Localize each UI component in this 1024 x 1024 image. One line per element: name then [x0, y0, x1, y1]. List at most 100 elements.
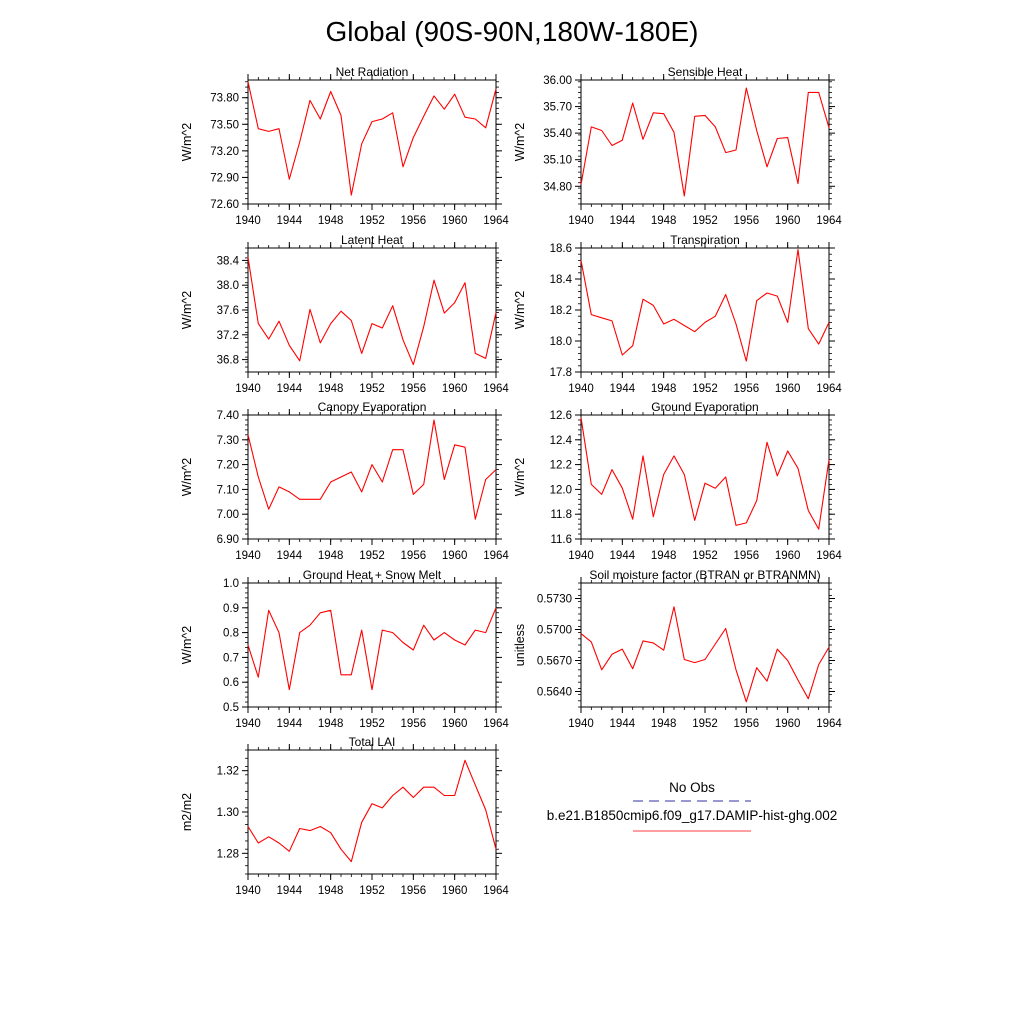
- page-title: Global (90S-90N,180W-180E): [325, 16, 698, 47]
- x-tick-label: 1944: [277, 718, 303, 730]
- y-tick-label: 72.60: [210, 199, 239, 211]
- y-tick-label: 12.2: [550, 460, 572, 472]
- panel-8: Total LAI 1.28 1.30 1.32 1940 1944 1948 1952 195…: [180, 735, 509, 897]
- x-tick-label: 1960: [775, 550, 801, 562]
- panel-title: Sensible Heat: [668, 65, 743, 79]
- y-tick-label: 0.5: [223, 702, 239, 714]
- y-tick-label: 12.0: [550, 484, 572, 496]
- x-tick-label: 1952: [692, 718, 718, 730]
- x-tick-label: 1948: [651, 215, 677, 227]
- x-tick-label: 1960: [442, 383, 468, 395]
- y-tick-label: 18.6: [550, 243, 572, 255]
- panel-2: Latent Heat 36.8 37.2 37.6 38.0 38.4 1940 1944 1…: [180, 233, 509, 395]
- y-axis-label: m2/m2: [180, 793, 194, 831]
- y-axis-label: W/m^2: [180, 291, 194, 330]
- x-tick-label: 1948: [318, 550, 344, 562]
- series-line-0: [580, 249, 830, 362]
- series-line-0: [580, 417, 830, 530]
- y-axis-label: unitless: [513, 624, 527, 666]
- y-tick-label: 7.40: [217, 410, 239, 422]
- y-tick-label: 36.8: [217, 355, 239, 367]
- legend: No Obs b.e21.B1850cmip6.f09_g17.DAMIP-hi…: [547, 780, 837, 832]
- legend-label-obs: No Obs: [669, 780, 715, 795]
- y-tick-label: 73.50: [210, 119, 239, 131]
- x-tick-label: 1956: [734, 718, 760, 730]
- x-tick-label: 1964: [816, 383, 842, 395]
- x-tick-label: 1944: [610, 550, 636, 562]
- series-line-0: [247, 257, 497, 366]
- y-tick-label: 35.70: [543, 102, 572, 114]
- x-tick-label: 1952: [692, 383, 718, 395]
- series-line-0: [580, 87, 830, 197]
- panel-title: Total LAI: [349, 735, 396, 749]
- x-tick-label: 1940: [568, 215, 594, 227]
- x-tick-label: 1960: [442, 885, 468, 897]
- x-tick-label: 1956: [401, 550, 427, 562]
- y-tick-label: 1.0: [223, 578, 239, 590]
- x-tick-label: 1956: [401, 718, 427, 730]
- plot-frame: [580, 414, 830, 540]
- x-tick-label: 1940: [568, 383, 594, 395]
- x-tick-label: 1952: [359, 215, 385, 227]
- panel-7: Soil moisture factor (BTRAN or BTRANMN) 0…: [513, 568, 842, 730]
- x-tick-label: 1948: [318, 383, 344, 395]
- x-tick-label: 1960: [442, 215, 468, 227]
- y-axis-label: W/m^2: [513, 291, 527, 330]
- panel-title: Transpiration: [670, 233, 740, 247]
- panel-title: Ground Evaporation: [651, 400, 758, 414]
- x-tick-label: 1964: [816, 215, 842, 227]
- panel-title: Soil moisture factor (BTRAN or BTRANMN): [589, 568, 820, 582]
- x-tick-label: 1944: [277, 215, 303, 227]
- y-tick-label: 0.5730: [537, 594, 572, 606]
- series-line-0: [247, 419, 497, 520]
- x-tick-label: 1948: [651, 718, 677, 730]
- x-tick-label: 1948: [318, 215, 344, 227]
- x-tick-label: 1952: [359, 718, 385, 730]
- y-tick-label: 7.30: [217, 435, 239, 447]
- x-tick-label: 1952: [359, 550, 385, 562]
- y-tick-label: 35.40: [543, 128, 572, 140]
- x-tick-label: 1944: [277, 383, 303, 395]
- y-tick-label: 38.4: [217, 255, 240, 267]
- x-tick-label: 1944: [277, 550, 303, 562]
- x-tick-label: 1944: [610, 383, 636, 395]
- y-tick-label: 12.6: [550, 410, 572, 422]
- x-tick-label: 1964: [483, 215, 509, 227]
- plot-frame: [247, 247, 497, 373]
- x-tick-label: 1960: [775, 215, 801, 227]
- panel-0: Net Radiation 72.60 72.90 73.20 73.50 73.80 19…: [180, 65, 509, 227]
- panel-1: Sensible Heat 34.80 35.10 35.40 35.70 36.00 19…: [513, 65, 842, 227]
- x-tick-label: 1944: [610, 215, 636, 227]
- y-tick-label: 1.30: [217, 807, 239, 819]
- y-axis-label: W/m^2: [180, 458, 194, 497]
- x-tick-label: 1964: [816, 718, 842, 730]
- x-tick-label: 1952: [692, 215, 718, 227]
- y-tick-label: 7.10: [217, 484, 239, 496]
- y-tick-label: 0.8: [223, 628, 239, 640]
- x-tick-label: 1940: [235, 718, 261, 730]
- legend-label-model: b.e21.B1850cmip6.f09_g17.DAMIP-hist-ghg.…: [547, 808, 837, 823]
- x-tick-label: 1952: [359, 885, 385, 897]
- x-tick-label: 1964: [483, 550, 509, 562]
- y-axis-label: W/m^2: [180, 123, 194, 162]
- plot-frame: [580, 582, 830, 708]
- x-tick-label: 1940: [235, 383, 261, 395]
- y-tick-label: 6.90: [217, 534, 239, 546]
- x-tick-label: 1960: [775, 383, 801, 395]
- panel-4: Canopy Evaporation 6.90 7.00 7.10 7.20 7.30 7.…: [180, 400, 509, 562]
- panel-6: Ground Heat + Snow Melt 0.5 0.6 0.7 0.8 0.9 1.…: [180, 568, 509, 730]
- series-line-0: [247, 81, 497, 196]
- x-tick-label: 1956: [401, 215, 427, 227]
- chart-panels: Net Radiation 72.60 72.90 73.20 73.50 73.80 19…: [180, 65, 842, 897]
- y-tick-label: 38.0: [217, 280, 239, 292]
- x-tick-label: 1964: [483, 718, 509, 730]
- y-tick-label: 37.6: [217, 305, 239, 317]
- y-tick-label: 18.2: [550, 305, 572, 317]
- panel-title: Canopy Evaporation: [318, 400, 427, 414]
- x-tick-label: 1940: [568, 550, 594, 562]
- y-tick-label: 11.6: [550, 534, 572, 546]
- x-tick-label: 1960: [442, 550, 468, 562]
- series-line-0: [580, 606, 830, 703]
- y-tick-label: 7.00: [217, 509, 239, 521]
